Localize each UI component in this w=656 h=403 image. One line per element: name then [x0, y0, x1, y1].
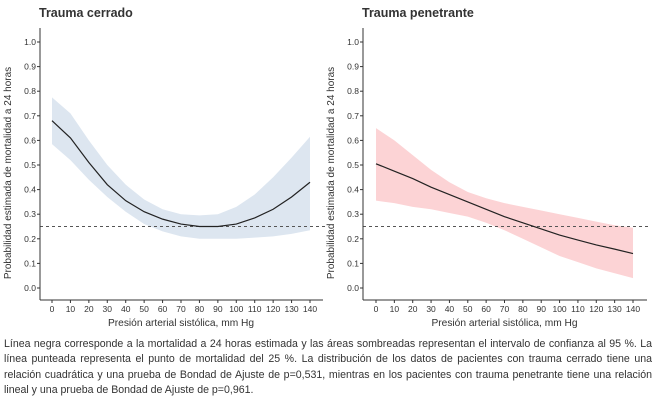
- x-tick-label: 80: [518, 304, 528, 314]
- x-tick-label: 120: [589, 304, 603, 314]
- x-tick-label: 80: [195, 304, 205, 314]
- x-tick-label: 110: [571, 304, 585, 314]
- y-tick-label: 0.2: [24, 234, 36, 244]
- confidence-band: [376, 128, 633, 279]
- y-tick-label: 0.7: [347, 111, 359, 121]
- x-axis-label: Presión arterial sistólica, mm Hg: [431, 318, 577, 329]
- chart-panel-2: Trauma penetrante 0.0 0.1 0.2 0.3 0.4 0.5 0.6 0.…: [326, 6, 649, 329]
- estimate-line: [375, 163, 634, 255]
- x-tick-label: 60: [158, 304, 168, 314]
- x-tick-label: 20: [408, 304, 418, 314]
- y-tick-label: 1.0: [347, 37, 359, 47]
- y-tick-label: 0.0: [347, 283, 359, 293]
- x-tick-label: 140: [303, 304, 317, 314]
- x-tick-label: 0: [374, 304, 379, 314]
- y-tick-label: 0.3: [347, 209, 359, 219]
- x-tick-label: 70: [500, 304, 510, 314]
- y-tick-label: 0.8: [347, 86, 359, 96]
- x-tick-label: 130: [284, 304, 298, 314]
- x-tick-label: 10: [390, 304, 400, 314]
- x-tick-label: 140: [626, 304, 640, 314]
- x-tick-label: 50: [463, 304, 473, 314]
- y-tick-label: 1.0: [24, 37, 36, 47]
- x-tick-label: 10: [66, 304, 76, 314]
- x-axis-label: Presión arterial sistólica, mm Hg: [108, 318, 254, 329]
- figure-caption: Línea negra corresponde a la mortalidad …: [4, 338, 652, 397]
- confidence-band: [52, 97, 310, 239]
- y-tick-label: 0.6: [347, 135, 359, 145]
- chart-panel-1: Trauma cerrado 0.0 0.1 0.2 0.3 0.4 0.5 0.6 0.7 0.…: [3, 6, 325, 329]
- x-tick-label: 60: [481, 304, 491, 314]
- y-tick-label: 0.5: [347, 160, 359, 170]
- y-axis-label: Probabilidad estimada de mortalidad a 24…: [326, 67, 337, 279]
- x-tick-label: 40: [121, 304, 131, 314]
- y-tick-label: 0.4: [347, 185, 359, 195]
- x-tick-label: 20: [84, 304, 94, 314]
- chart-title: Trauma penetrante: [362, 6, 474, 20]
- x-tick-label: 40: [445, 304, 455, 314]
- x-tick-label: 50: [139, 304, 149, 314]
- x-tick-label: 30: [103, 304, 113, 314]
- x-tick-label: 120: [266, 304, 280, 314]
- y-tick-label: 0.1: [24, 258, 36, 268]
- x-tick-label: 70: [176, 304, 186, 314]
- x-tick-label: 30: [426, 304, 436, 314]
- chart-title: Trauma cerrado: [39, 6, 133, 20]
- y-tick-label: 0.6: [24, 135, 36, 145]
- figure: Trauma cerrado 0.0 0.1 0.2 0.3 0.4 0.5 0.6 0.7 0.…: [3, 6, 649, 329]
- estimate-line: [51, 120, 311, 228]
- y-tick-label: 0.9: [347, 62, 359, 72]
- y-tick-label: 0.0: [24, 283, 36, 293]
- y-tick-label: 0.2: [347, 234, 359, 244]
- x-tick-label: 90: [536, 304, 546, 314]
- y-tick-label: 0.8: [24, 86, 36, 96]
- x-tick-label: 0: [50, 304, 55, 314]
- x-tick-label: 90: [213, 304, 223, 314]
- x-tick-label: 100: [229, 304, 243, 314]
- y-tick-label: 0.3: [24, 209, 36, 219]
- x-tick-label: 110: [248, 304, 262, 314]
- y-tick-label: 0.9: [24, 62, 36, 72]
- x-tick-label: 100: [552, 304, 566, 314]
- y-tick-label: 0.1: [347, 258, 359, 268]
- x-tick-label: 130: [608, 304, 622, 314]
- y-tick-label: 0.5: [24, 160, 36, 170]
- y-tick-label: 0.7: [24, 111, 36, 121]
- y-axis-label: Probabilidad estimada de mortalidad a 24…: [3, 67, 14, 279]
- y-tick-label: 0.4: [24, 185, 36, 195]
